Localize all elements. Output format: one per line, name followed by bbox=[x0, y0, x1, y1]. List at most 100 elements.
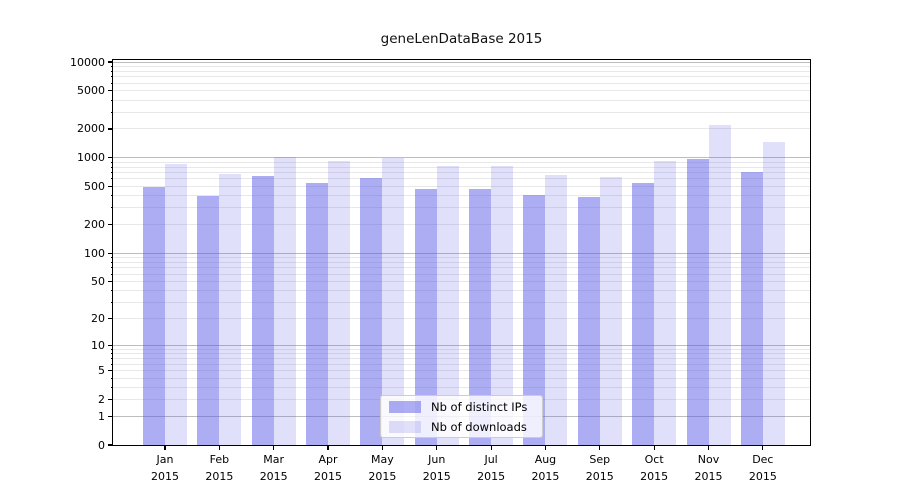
bar-distinct-ips-sep bbox=[577, 197, 600, 445]
major-gridline bbox=[113, 61, 810, 63]
x-tick-mark bbox=[762, 446, 764, 450]
minor-gridline bbox=[113, 90, 810, 92]
y-tick-mark bbox=[108, 369, 113, 372]
bar-downloads-may bbox=[382, 158, 405, 445]
y-minor-tick-mark bbox=[110, 172, 113, 174]
y-tick-label: 2 bbox=[98, 392, 105, 406]
minor-gridline bbox=[113, 166, 810, 168]
y-minor-tick-mark bbox=[110, 76, 113, 78]
minor-gridline bbox=[113, 195, 810, 197]
y-minor-tick-mark bbox=[110, 353, 113, 355]
x-tick-mark bbox=[599, 446, 601, 450]
plot-area bbox=[112, 59, 811, 446]
legend-label-distinct-ips: Nb of distinct IPs bbox=[431, 400, 528, 414]
bar-distinct-ips-feb bbox=[197, 195, 220, 445]
x-tick-month: Aug bbox=[534, 453, 557, 466]
y-minor-tick-mark bbox=[110, 207, 113, 209]
x-tick-label: Sep 2015 bbox=[573, 452, 627, 485]
y-tick-mark bbox=[108, 444, 113, 446]
x-tick-label: Jan 2015 bbox=[138, 452, 192, 485]
minor-gridline bbox=[113, 317, 810, 319]
y-minor-tick-mark bbox=[110, 261, 113, 263]
x-tick-year: 2015 bbox=[314, 469, 343, 483]
minor-gridline bbox=[113, 377, 810, 379]
bar-downloads-mar bbox=[273, 156, 296, 445]
y-tick-mark bbox=[108, 344, 113, 346]
bar-distinct-ips-oct bbox=[632, 183, 655, 445]
y-minor-tick-mark bbox=[110, 99, 113, 101]
minor-gridline bbox=[113, 172, 810, 174]
x-tick-year: 2015 bbox=[259, 469, 288, 483]
legend-swatch-downloads bbox=[389, 421, 421, 433]
minor-gridline bbox=[113, 186, 810, 187]
x-tick-mark bbox=[327, 446, 329, 450]
bar-downloads-sep bbox=[599, 176, 622, 445]
x-tick-mark bbox=[544, 446, 547, 450]
minor-gridline bbox=[113, 363, 810, 365]
x-tick-month: Sep bbox=[589, 453, 611, 466]
x-tick-label: Feb 2015 bbox=[192, 452, 246, 485]
y-tick-label: 500 bbox=[84, 180, 105, 193]
minor-gridline bbox=[113, 223, 810, 225]
bar-distinct-ips-mar bbox=[251, 176, 274, 445]
y-minor-tick-mark bbox=[110, 377, 113, 379]
y-minor-tick-mark bbox=[110, 166, 113, 168]
legend-row-downloads: Nb of downloads bbox=[381, 417, 542, 437]
minor-gridline bbox=[113, 256, 810, 258]
bar-distinct-ips-dec bbox=[740, 171, 763, 445]
bar-distinct-ips-aug bbox=[523, 194, 546, 445]
y-minor-tick-mark bbox=[110, 386, 113, 388]
x-tick-mark bbox=[707, 446, 710, 450]
x-tick-month: Mar bbox=[263, 453, 285, 466]
x-tick-year: 2015 bbox=[422, 469, 451, 483]
y-minor-tick-mark bbox=[110, 82, 113, 84]
minor-gridline bbox=[113, 65, 810, 67]
y-minor-tick-mark bbox=[110, 273, 113, 275]
bar-downloads-aug bbox=[545, 174, 568, 445]
x-tick-month: Nov bbox=[697, 453, 720, 466]
y-tick-label: 2000 bbox=[77, 122, 105, 136]
minor-gridline bbox=[113, 99, 810, 101]
minor-gridline bbox=[113, 76, 810, 78]
x-tick-year: 2015 bbox=[748, 469, 777, 483]
x-tick-year: 2015 bbox=[205, 469, 234, 483]
x-tick-year: 2015 bbox=[640, 469, 669, 483]
minor-gridline bbox=[113, 353, 810, 355]
x-tick-label: Aug 2015 bbox=[518, 452, 572, 485]
bar-distinct-ips-jan bbox=[143, 186, 165, 445]
legend-swatch-distinct-ips bbox=[389, 401, 421, 413]
y-tick-mark bbox=[108, 90, 113, 92]
bar-distinct-ips-nov bbox=[686, 159, 709, 445]
x-tick-year: 2015 bbox=[694, 469, 723, 483]
x-tick-label: Mar 2015 bbox=[247, 452, 301, 485]
y-tick-label: 10 bbox=[91, 338, 105, 352]
y-tick-mark bbox=[108, 398, 113, 400]
bar-downloads-feb bbox=[219, 173, 242, 445]
bar-distinct-ips-jul bbox=[469, 189, 492, 445]
plot-canvas bbox=[113, 60, 810, 445]
y-tick-mark bbox=[108, 61, 113, 63]
bar-downloads-dec bbox=[762, 142, 785, 445]
minor-gridline bbox=[113, 261, 810, 263]
y-tick-mark bbox=[108, 223, 113, 226]
y-tick-label: 100 bbox=[84, 246, 105, 260]
x-tick-month: May bbox=[371, 453, 394, 466]
x-tick-month: Jul bbox=[484, 453, 498, 466]
x-tick-year: 2015 bbox=[531, 469, 560, 483]
y-minor-tick-mark bbox=[110, 256, 113, 258]
chart-title: geneLenDataBase 2015 bbox=[380, 31, 543, 47]
minor-gridline bbox=[113, 111, 810, 113]
x-tick-mark bbox=[490, 446, 492, 450]
y-minor-tick-mark bbox=[110, 70, 113, 72]
y-tick-mark bbox=[108, 280, 113, 283]
x-tick-mark bbox=[653, 446, 655, 450]
x-tick-year: 2015 bbox=[368, 469, 397, 483]
y-tick-mark bbox=[108, 185, 113, 188]
minor-gridline bbox=[113, 82, 810, 84]
x-tick-year: 2015 bbox=[151, 469, 179, 483]
x-tick-year: 2015 bbox=[477, 469, 506, 483]
bar-downloads-jul bbox=[491, 166, 514, 445]
y-minor-tick-mark bbox=[110, 348, 113, 350]
x-tick-label: Nov 2015 bbox=[682, 452, 736, 485]
minor-gridline bbox=[113, 70, 810, 72]
